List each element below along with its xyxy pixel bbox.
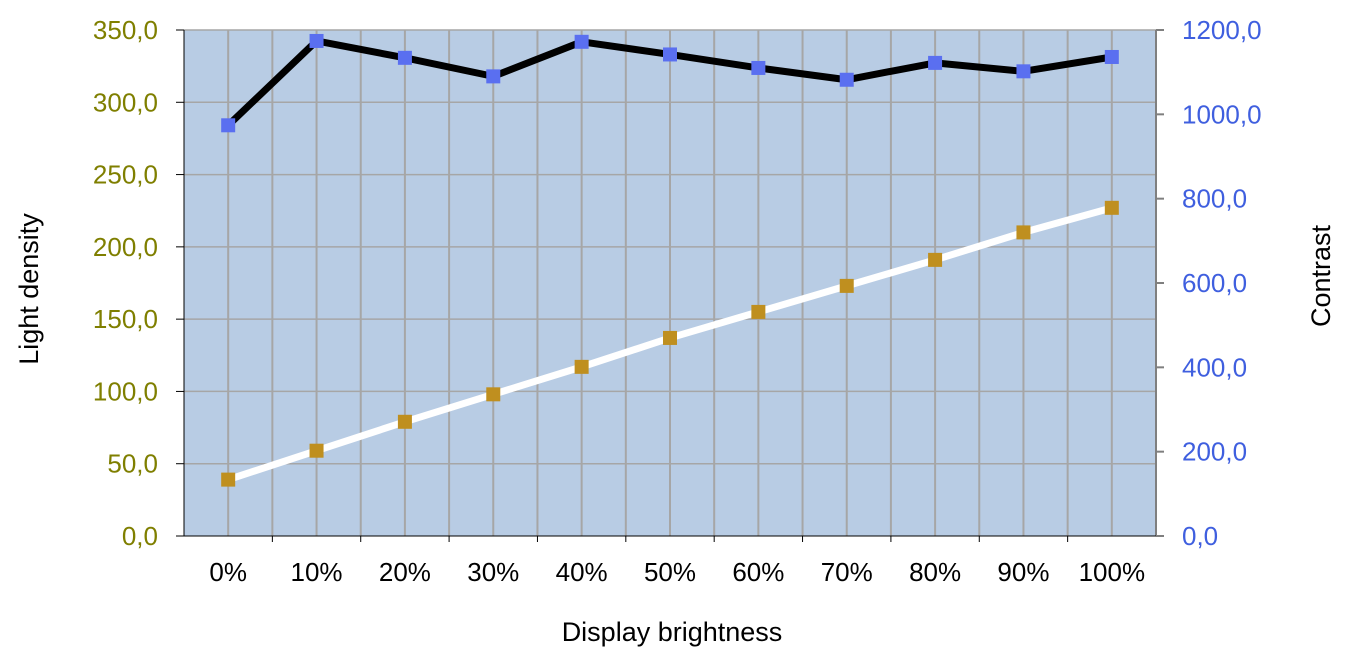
right-tick-label: 1000,0 [1182, 99, 1262, 129]
right-tick-label: 400,0 [1182, 352, 1247, 382]
left-tick-label: 200,0 [93, 232, 158, 262]
x-tick-label: 60% [732, 557, 784, 587]
left-tick-label: 150,0 [93, 304, 158, 334]
x-axis-title: Display brightness [562, 617, 783, 647]
contrast-point [309, 33, 324, 48]
light-density-point [221, 472, 236, 487]
x-tick-label: 0% [209, 557, 247, 587]
contrast-point [663, 47, 677, 62]
x-tick-label: 90% [997, 557, 1049, 587]
x-tick-label: 80% [909, 557, 961, 587]
light-density-point [1104, 200, 1119, 215]
light-density-point [663, 330, 677, 345]
contrast-point [839, 72, 854, 87]
x-tick-label: 40% [556, 557, 608, 587]
right-tick-label: 200,0 [1182, 437, 1247, 467]
left-tick-label: 300,0 [93, 87, 158, 117]
contrast-point [928, 55, 943, 70]
left-tick-label: 0,0 [122, 521, 158, 551]
right-tick-label: 800,0 [1182, 184, 1247, 214]
right-tick-label: 0,0 [1182, 521, 1218, 551]
series-layer [221, 33, 1119, 487]
gridlines [184, 29, 1156, 536]
x-axis-ticks: 0% 10% 20% 30% 40% 50% 60% 70% 80% 90% 100% [209, 536, 1145, 587]
left-tick-label: 50,0 [107, 449, 158, 479]
x-tick-label: 100% [1079, 557, 1146, 587]
light-density-point [574, 359, 589, 374]
light-density-point [486, 387, 501, 402]
contrast-point [486, 69, 501, 84]
light-density-point [309, 443, 324, 458]
contrast-point [397, 50, 412, 65]
contrast-point [574, 34, 589, 49]
x-tick-label: 10% [291, 557, 343, 587]
contrast-point [1104, 49, 1119, 64]
left-tick-label: 350,0 [93, 15, 158, 45]
light-density-point [928, 252, 943, 267]
left-tick-label: 250,0 [93, 160, 158, 190]
x-tick-label: 30% [467, 557, 519, 587]
light-density-point [839, 278, 854, 293]
light-density-point [751, 304, 766, 319]
x-tick-label: 20% [379, 557, 431, 587]
x-tick-label: 70% [821, 557, 873, 587]
left-axis-ticks: 0,0 50,0 100,0 150,0 200,0 250,0 300,0 350,0 [93, 15, 184, 551]
contrast-point [1016, 64, 1031, 79]
right-axis-ticks: 0,0 200,0 400,0 600,0 800,0 1000,0 1200,0 [1156, 15, 1262, 551]
y-axis-title: Light density [14, 213, 44, 365]
light-density-point [1016, 225, 1031, 240]
left-tick-label: 100,0 [93, 376, 158, 406]
x-tick-label: 50% [644, 557, 696, 587]
light-density-point [397, 414, 412, 429]
right-tick-label: 1200,0 [1182, 15, 1262, 45]
contrast-point [751, 60, 766, 75]
contrast-point [221, 118, 236, 133]
y2-axis-title: Contrast [1306, 224, 1336, 327]
right-tick-label: 600,0 [1182, 268, 1247, 298]
